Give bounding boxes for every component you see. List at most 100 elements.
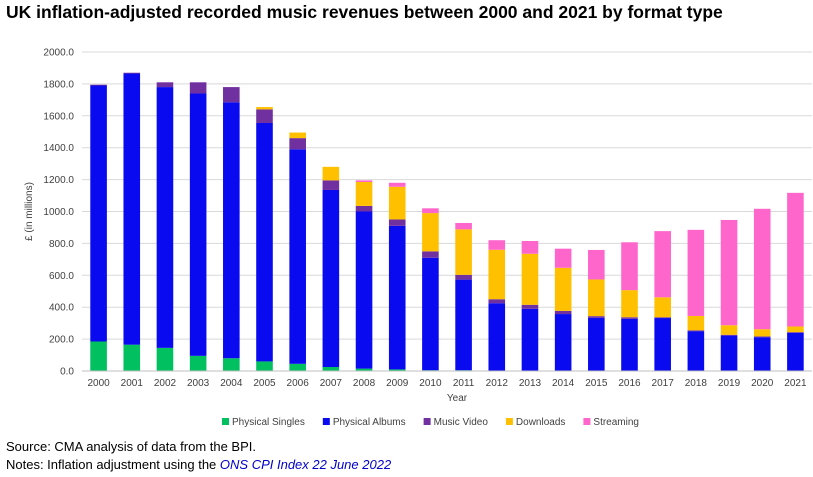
adjustment-note-text: Notes: Inflation adjustment using the (6, 457, 220, 472)
y-tick-label: 1800.0 (43, 79, 74, 90)
bar-segment-physical-albums (720, 335, 738, 371)
bar-segment-music-video (554, 310, 572, 315)
x-tick-label: 2014 (552, 378, 575, 389)
x-tick-label: 2003 (187, 378, 210, 389)
bar-segment-streaming (355, 180, 373, 182)
bar-segment-music-video (123, 72, 141, 74)
legend-label-music-video: Music Video (434, 417, 489, 428)
x-tick-label: 2004 (220, 378, 243, 389)
y-tick-label: 1600.0 (43, 111, 74, 122)
bar-segment-music-video (189, 82, 207, 94)
x-tick-label: 2002 (154, 378, 177, 389)
bar-segment-streaming (654, 231, 671, 298)
x-tick-label: 2006 (287, 378, 310, 389)
legend-label-physical-singles: Physical Singles (232, 417, 305, 428)
y-tick-label: 400.0 (49, 303, 74, 314)
bar-segment-physical-albums (223, 102, 240, 359)
x-tick-label: 2021 (784, 378, 807, 389)
chart-title: UK inflation-adjusted recorded music rev… (6, 2, 723, 22)
bar-segment-physical-singles (355, 368, 373, 371)
ons-cpi-link[interactable]: ONS CPI Index 22 June 2022 (219, 457, 392, 472)
bar-segment-physical-albums (123, 73, 141, 345)
legend-swatch-streaming (583, 418, 591, 425)
x-tick-label: 2019 (718, 378, 741, 389)
bar-segment-downloads (422, 213, 439, 252)
bar-segment-physical-albums (554, 314, 572, 371)
bar-segment-music-video (388, 219, 406, 226)
x-tick-label: 2017 (652, 378, 675, 389)
bar-segment-downloads (355, 181, 373, 206)
x-tick-label: 2009 (386, 378, 409, 389)
legend-swatch-physical-albums (322, 418, 330, 425)
x-tick-label: 2012 (486, 378, 509, 389)
x-tick-label: 2015 (585, 378, 608, 389)
bar-segment-physical-albums (753, 337, 771, 371)
bar-segment-downloads (654, 297, 671, 318)
bar-segment-streaming (554, 248, 572, 268)
bar-segment-downloads (256, 107, 273, 110)
y-tick-label: 1200.0 (43, 175, 74, 186)
y-tick-label: 0.0 (60, 367, 74, 378)
bar-segment-physical-singles (123, 344, 141, 371)
bar-segment-physical-singles (322, 367, 340, 371)
bar-segment-downloads (455, 229, 472, 275)
bar-segment-physical-singles (256, 361, 273, 371)
bar-segment-streaming (753, 208, 771, 330)
legend-label-downloads: Downloads (516, 417, 565, 428)
bar-segment-physical-albums (289, 149, 306, 364)
bar-segment-downloads (588, 279, 605, 317)
bar-segment-music-video (687, 330, 705, 332)
bar-segment-music-video (289, 138, 306, 150)
legend-label-physical-albums: Physical Albums (333, 417, 406, 428)
bar-segment-streaming (455, 222, 472, 230)
bar-segment-physical-singles (189, 355, 207, 371)
bar-segment-physical-albums (455, 279, 472, 371)
y-tick-label: 2000.0 (43, 48, 74, 59)
y-axis-ticks: 0.0 200.0 400.0 600.0 800.0 1000.0 1200.0 1400.… (43, 48, 74, 378)
bar-segment-music-video (720, 334, 738, 336)
x-tick-label: 2011 (453, 378, 475, 389)
bar-segment-downloads (388, 186, 406, 220)
bar-segment-music-video (223, 87, 240, 103)
bar-segment-streaming (621, 242, 638, 291)
bar-segment-physical-albums (654, 318, 671, 371)
legend: Physical Singles Physical Albums Music Vid… (222, 417, 639, 428)
legend-swatch-physical-singles (222, 418, 229, 425)
bar-segment-physical-albums (488, 303, 506, 371)
bar-segment-streaming (687, 229, 705, 316)
bar-segment-music-video (488, 299, 506, 304)
bar-segment-physical-singles (156, 347, 174, 371)
bar-segment-physical-albums (322, 189, 340, 368)
bar-segment-physical-albums (189, 93, 207, 356)
bar-segment-music-video (322, 180, 340, 190)
bar-segment-physical-albums (156, 87, 174, 348)
bar-segment-physical-albums (621, 318, 638, 371)
y-tick-label: 600.0 (49, 271, 74, 282)
notes: Source: CMA analysis of data from the BP… (6, 438, 391, 474)
bar-segment-physical-singles (223, 358, 240, 371)
legend-swatch-downloads (505, 418, 513, 425)
bar-segment-physical-singles (289, 363, 306, 371)
bar-segment-music-video (90, 84, 107, 86)
legend-label-streaming: Streaming (593, 417, 639, 428)
x-tick-label: 2018 (685, 378, 708, 389)
bar-segment-physical-albums (588, 317, 605, 371)
bar-segment-streaming (488, 240, 506, 250)
x-tick-label: 2010 (419, 378, 442, 389)
bar-segment-downloads (554, 267, 572, 311)
bar-segment-streaming (388, 182, 406, 187)
bar-segment-downloads (621, 290, 638, 318)
bar-segment-downloads (322, 166, 340, 181)
bar-segment-downloads (720, 325, 738, 335)
bar-segment-music-video (156, 82, 174, 88)
bar-segment-physical-albums (687, 331, 705, 371)
bar-segment-music-video (753, 336, 771, 338)
y-tick-label: 1000.0 (43, 207, 74, 218)
y-tick-label: 800.0 (49, 239, 74, 250)
legend-swatch-music-video (423, 418, 431, 425)
bar-segment-physical-albums (521, 308, 539, 371)
bar-segment-physical-albums (90, 85, 107, 342)
bar-segment-music-video (521, 304, 539, 309)
bar-segment-downloads (289, 132, 306, 139)
x-tick-label: 2001 (121, 378, 144, 389)
